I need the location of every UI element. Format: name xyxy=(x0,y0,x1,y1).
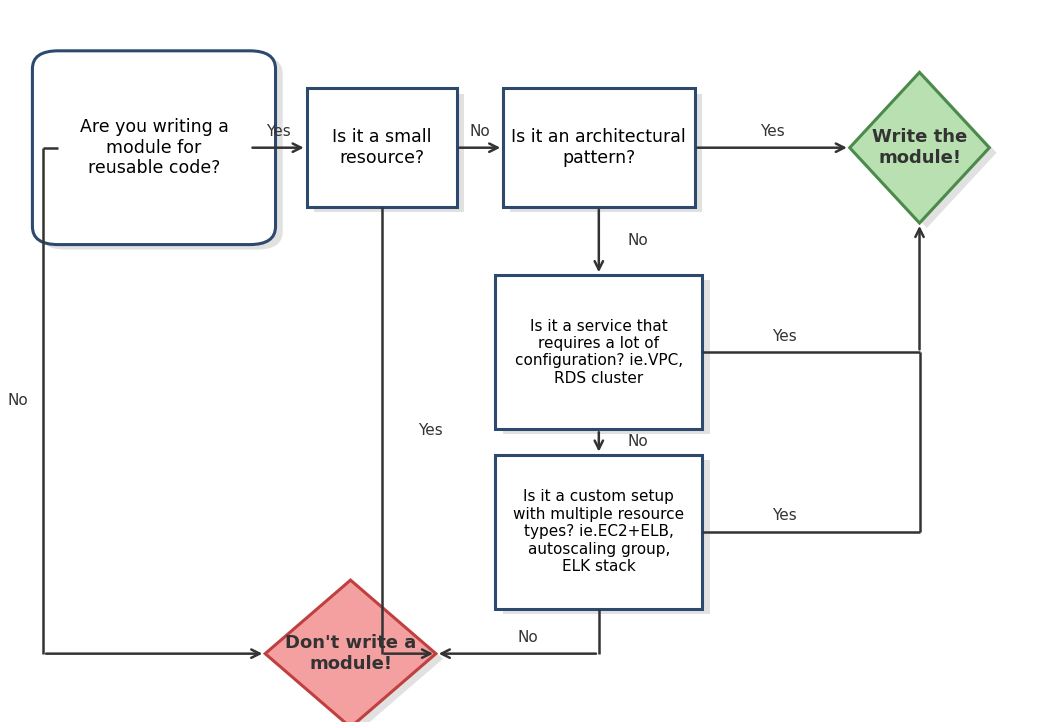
Text: Is it a custom setup
with multiple resource
types? ie.EC2+ELB,
autoscaling group: Is it a custom setup with multiple resou… xyxy=(513,489,684,574)
FancyBboxPatch shape xyxy=(306,89,457,207)
FancyBboxPatch shape xyxy=(33,51,276,245)
FancyBboxPatch shape xyxy=(502,460,710,613)
Text: No: No xyxy=(628,234,649,248)
Text: Yes: Yes xyxy=(418,423,442,438)
Text: Yes: Yes xyxy=(759,124,784,139)
Text: Is it a service that
requires a lot of
configuration? ie.VPC,
RDS cluster: Is it a service that requires a lot of c… xyxy=(515,319,683,386)
Text: Yes: Yes xyxy=(773,508,797,523)
Text: Yes: Yes xyxy=(265,124,291,139)
FancyBboxPatch shape xyxy=(495,454,702,609)
Polygon shape xyxy=(265,580,436,726)
Text: No: No xyxy=(517,630,538,645)
FancyBboxPatch shape xyxy=(502,280,710,434)
Text: Is it an architectural
pattern?: Is it an architectural pattern? xyxy=(512,129,687,167)
Text: No: No xyxy=(7,393,27,408)
Text: Write the
module!: Write the module! xyxy=(872,129,967,167)
Text: Yes: Yes xyxy=(773,329,797,344)
Polygon shape xyxy=(857,78,996,228)
FancyBboxPatch shape xyxy=(503,89,695,207)
Polygon shape xyxy=(273,585,443,726)
Polygon shape xyxy=(850,73,990,223)
FancyBboxPatch shape xyxy=(495,275,702,429)
Text: Is it a small
resource?: Is it a small resource? xyxy=(332,129,432,167)
FancyBboxPatch shape xyxy=(314,94,463,212)
FancyBboxPatch shape xyxy=(511,94,701,212)
Text: Are you writing a
module for
reusable code?: Are you writing a module for reusable co… xyxy=(80,118,229,177)
Text: Don't write a
module!: Don't write a module! xyxy=(285,635,416,673)
FancyBboxPatch shape xyxy=(40,56,283,250)
Text: No: No xyxy=(628,434,649,449)
Text: No: No xyxy=(470,124,491,139)
